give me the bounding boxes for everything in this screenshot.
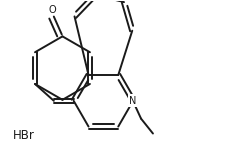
Text: HBr: HBr	[13, 129, 35, 142]
Text: N: N	[129, 96, 136, 106]
Text: O: O	[49, 5, 56, 15]
Text: O: O	[49, 5, 56, 15]
